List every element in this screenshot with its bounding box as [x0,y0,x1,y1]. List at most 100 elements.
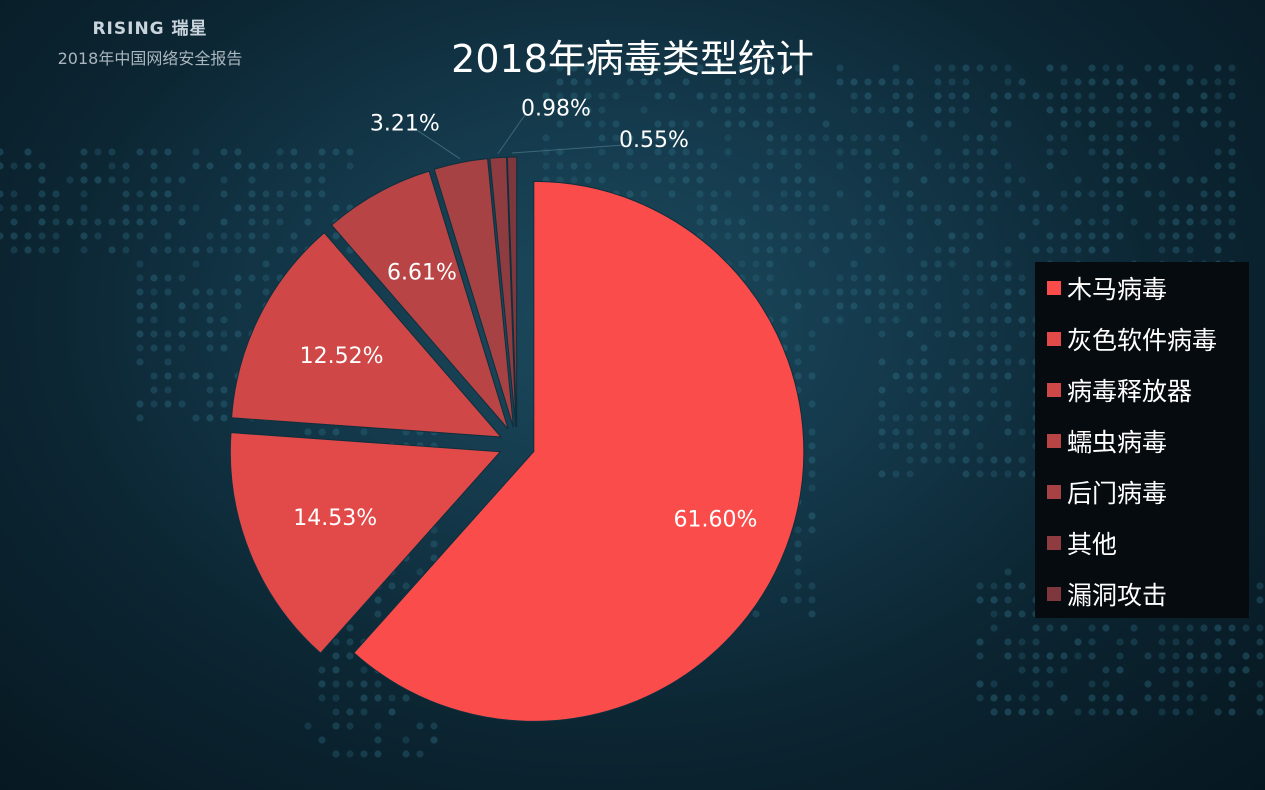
map-dot [570,64,578,72]
map-dot [0,232,4,240]
map-dot [304,190,312,198]
map-dot [1004,162,1012,170]
map-dot [1242,652,1250,660]
map-dot [24,232,32,240]
map-dot [1228,708,1236,716]
map-dot [990,260,998,268]
map-dot [10,204,18,212]
map-dot [962,316,970,324]
map-dot [1200,92,1208,100]
legend-swatch [1047,535,1061,550]
map-dot [892,148,900,156]
map-dot [1004,400,1012,408]
map-dot [1004,694,1012,702]
map-dot [724,134,732,142]
map-dot [1102,176,1110,184]
map-dot [990,302,998,310]
map-dot [1172,232,1180,240]
map-dot [318,162,326,170]
map-dot [150,344,158,352]
map-dot [1074,652,1082,660]
map-dot [724,148,732,156]
map-dot [1214,106,1222,114]
map-dot [752,246,760,254]
map-dot [934,162,942,170]
map-dot [1144,64,1152,72]
map-dot [990,386,998,394]
map-dot [948,162,956,170]
map-dot [332,666,340,674]
map-dot [1004,596,1012,604]
map-dot [1004,610,1012,618]
map-dot [262,190,270,198]
map-dot [1158,246,1166,254]
map-dot [1004,428,1012,436]
map-dot [178,274,186,282]
map-dot [752,176,760,184]
map-dot [920,386,928,394]
map-dot [1018,358,1026,366]
pie-slice [433,158,514,428]
map-dot [136,288,144,296]
map-dot [416,568,424,576]
map-dot [1018,582,1026,590]
map-dot [640,78,648,86]
map-dot [808,204,816,212]
map-dot [962,246,970,254]
map-dot [206,400,214,408]
map-dot [1186,218,1194,226]
map-dot [836,78,844,86]
map-dot [1158,638,1166,646]
map-dot [626,162,634,170]
map-dot [346,680,354,688]
map-dot [1158,624,1166,632]
map-dot [836,274,844,282]
map-dot [164,190,172,198]
map-dot [1018,204,1026,212]
map-dot [304,162,312,170]
map-dot [948,176,956,184]
map-dot [976,134,984,142]
map-dot [1186,638,1194,646]
map-dot [948,400,956,408]
map-dot [948,428,956,436]
map-dot [1018,638,1026,646]
map-dot [612,92,620,100]
legend-swatch [1047,484,1061,499]
map-dot [654,78,662,86]
map-dot [1130,134,1138,142]
map-dot [192,302,200,310]
map-dot [1046,708,1054,716]
map-dot [1214,148,1222,156]
map-dot [682,176,690,184]
map-dot [150,246,158,254]
map-dot [24,162,32,170]
map-dot [766,106,774,114]
map-dot [1004,274,1012,282]
map-dot [262,204,270,212]
map-dot [976,316,984,324]
map-dot [1200,120,1208,128]
map-dot [1172,204,1180,212]
data-label: 0.98% [521,97,591,122]
map-dot [640,162,648,170]
map-dot [1088,652,1096,660]
map-dot [122,162,130,170]
legend-label: 木马病毒 [1067,274,1168,304]
map-dot [878,218,886,226]
map-dot [626,190,634,198]
map-dot [1200,204,1208,212]
leader-line [511,144,624,154]
map-dot [1144,106,1152,114]
map-dot [318,680,326,688]
map-dot [654,148,662,156]
map-dot [892,302,900,310]
map-dot [1186,708,1194,716]
map-dot [948,92,956,100]
map-dot [220,232,228,240]
map-dot [1200,106,1208,114]
map-dot [878,246,886,254]
map-dot [1046,106,1054,114]
map-dot [850,260,858,268]
map-dot [906,232,914,240]
